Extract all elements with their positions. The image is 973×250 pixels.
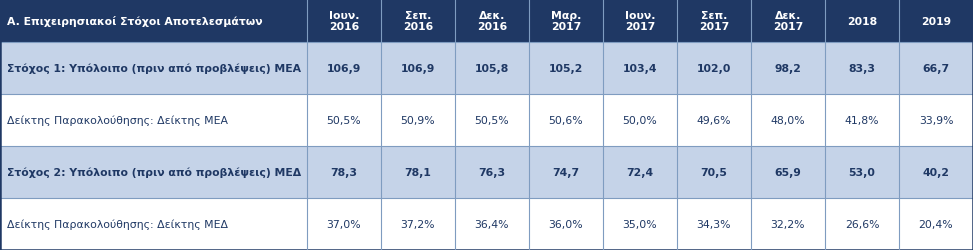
Bar (899, 0, 973, 43)
Text: 33,9%: 33,9% (919, 116, 954, 126)
Text: 102,0: 102,0 (697, 64, 731, 74)
Text: 37,0%: 37,0% (327, 219, 361, 229)
Text: 74,7: 74,7 (553, 168, 580, 177)
Text: 76,3: 76,3 (479, 168, 505, 177)
Text: Ιουν.
2016: Ιουν. 2016 (329, 11, 359, 32)
Text: 50,5%: 50,5% (327, 116, 361, 126)
Bar (0, 198, 973, 250)
Text: 105,2: 105,2 (549, 64, 583, 74)
Text: Δεκ.
2016: Δεκ. 2016 (477, 11, 507, 32)
Text: 32,2%: 32,2% (771, 219, 806, 229)
Text: 78,1: 78,1 (405, 168, 431, 177)
Text: 103,4: 103,4 (623, 64, 657, 74)
Text: 106,9: 106,9 (327, 64, 361, 74)
Text: Σεπ.
2016: Σεπ. 2016 (403, 11, 433, 32)
Bar (825, 0, 899, 43)
Text: 20,4%: 20,4% (919, 219, 954, 229)
Text: Σεπ.
2017: Σεπ. 2017 (699, 11, 729, 32)
Text: 53,0: 53,0 (848, 168, 876, 177)
Text: 48,0%: 48,0% (771, 116, 806, 126)
Text: 49,6%: 49,6% (697, 116, 731, 126)
Text: 50,5%: 50,5% (475, 116, 509, 126)
Bar (603, 0, 677, 43)
Bar (751, 0, 825, 43)
Text: 34,3%: 34,3% (697, 219, 731, 229)
Bar (0, 146, 973, 198)
Bar (0, 0, 306, 43)
Bar (306, 0, 380, 43)
Text: Στόχος 1: Υπόλοιπο (πριν από προβλέψεις) ΜΕΑ: Στόχος 1: Υπόλοιπο (πριν από προβλέψεις)… (7, 64, 301, 74)
Text: Δείκτης Παρακολούθησης: Δείκτης ΜΕΔ: Δείκτης Παρακολούθησης: Δείκτης ΜΕΔ (7, 219, 228, 229)
Bar (0, 95, 973, 146)
Text: 37,2%: 37,2% (401, 219, 435, 229)
Text: 105,8: 105,8 (475, 64, 509, 74)
Bar (454, 0, 529, 43)
Text: 35,0%: 35,0% (623, 219, 657, 229)
Text: 50,6%: 50,6% (549, 116, 583, 126)
Text: Δείκτης Παρακολούθησης: Δείκτης ΜΕΑ: Δείκτης Παρακολούθησης: Δείκτης ΜΕΑ (7, 116, 228, 126)
Text: 70,5: 70,5 (701, 168, 728, 177)
Text: A. Επιχειρησιακοί Στόχοι Αποτελεσμάτων: A. Επιχειρησιακοί Στόχοι Αποτελεσμάτων (7, 16, 263, 27)
Text: 41,8%: 41,8% (845, 116, 880, 126)
Text: 36,4%: 36,4% (475, 219, 509, 229)
Text: 66,7: 66,7 (922, 64, 950, 74)
Text: Μαρ.
2017: Μαρ. 2017 (551, 11, 581, 32)
Bar (380, 0, 454, 43)
Text: 106,9: 106,9 (401, 64, 435, 74)
Text: 83,3: 83,3 (848, 64, 876, 74)
Text: 2019: 2019 (920, 16, 951, 26)
Text: 26,6%: 26,6% (845, 219, 880, 229)
Text: 78,3: 78,3 (330, 168, 357, 177)
Text: Ιουν.
2017: Ιουν. 2017 (625, 11, 655, 32)
Text: 98,2: 98,2 (775, 64, 802, 74)
Text: 50,9%: 50,9% (401, 116, 435, 126)
Bar (529, 0, 603, 43)
Text: 65,9: 65,9 (775, 168, 802, 177)
Text: 40,2: 40,2 (922, 168, 950, 177)
Text: 2018: 2018 (847, 16, 877, 26)
Text: Δεκ.
2017: Δεκ. 2017 (773, 11, 803, 32)
Bar (677, 0, 751, 43)
Text: 72,4: 72,4 (627, 168, 654, 177)
Text: 50,0%: 50,0% (623, 116, 658, 126)
Text: Στόχος 2: Υπόλοιπο (πριν από προβλέψεις) ΜΕΔ: Στόχος 2: Υπόλοιπο (πριν από προβλέψεις)… (7, 167, 301, 178)
Bar (0, 43, 973, 95)
Text: 36,0%: 36,0% (549, 219, 583, 229)
